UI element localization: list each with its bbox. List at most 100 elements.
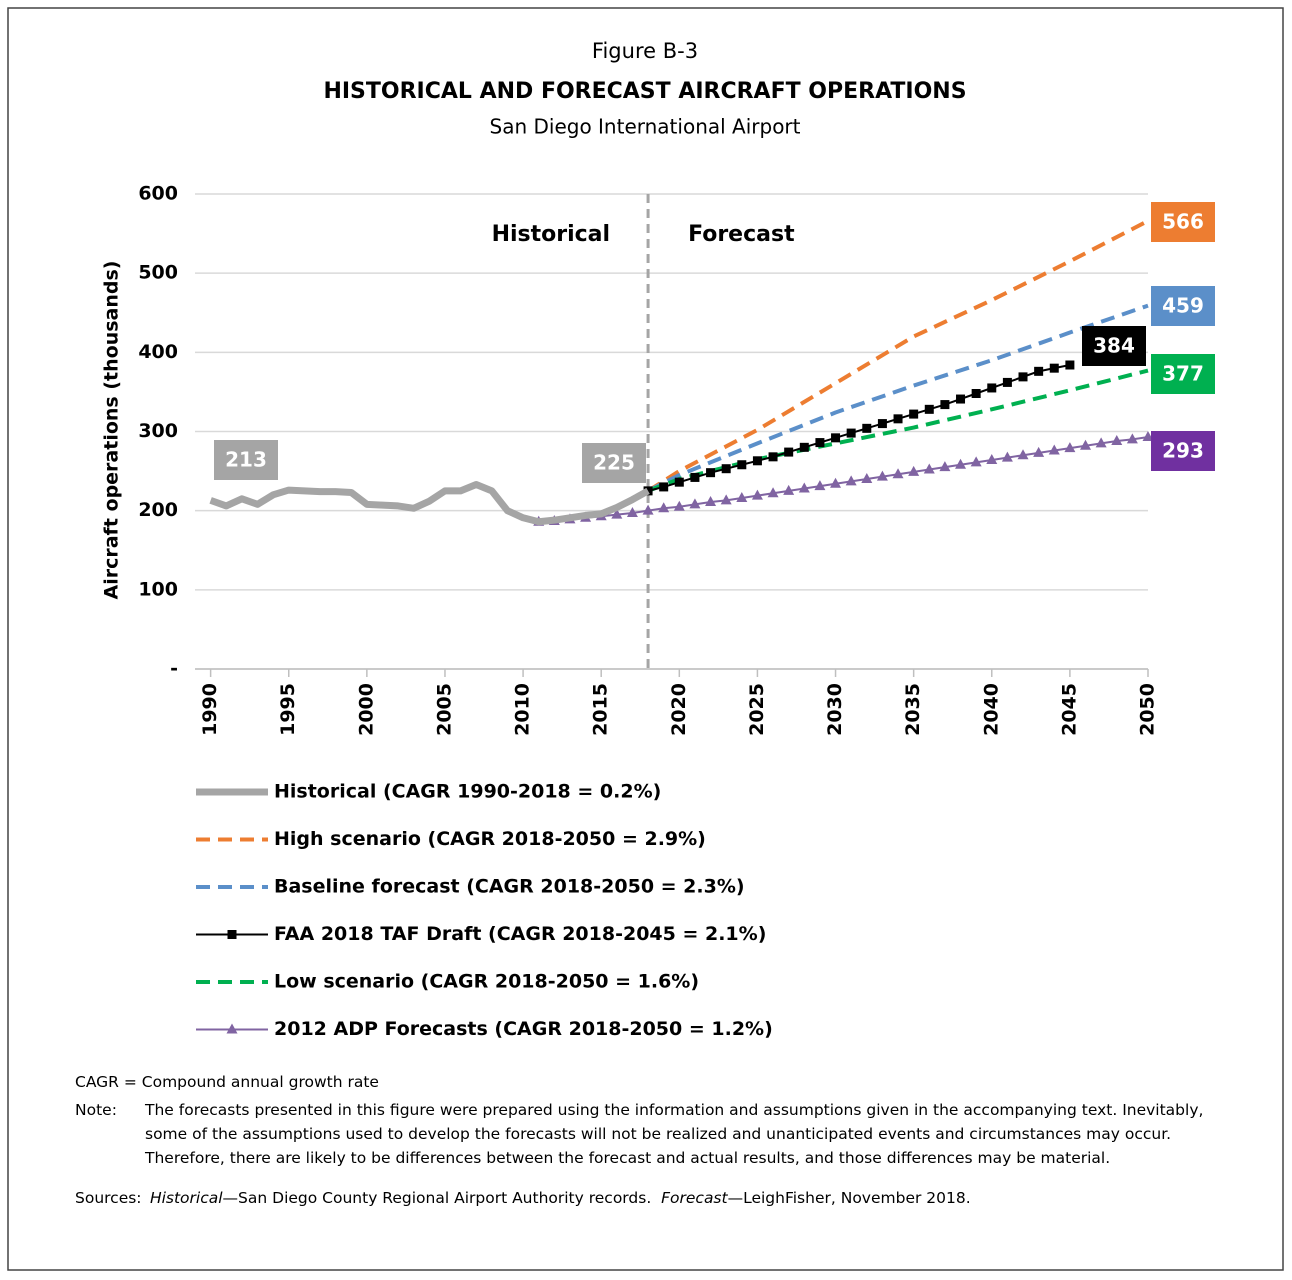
marker [673, 500, 685, 511]
marker [955, 458, 967, 469]
marker [1095, 437, 1107, 448]
marker [1080, 439, 1092, 450]
marker [1064, 442, 1076, 453]
legend-label: 2012 ADP Forecasts (CAGR 2018-2050 = 1.2… [274, 1018, 773, 1040]
note-text: The forecasts presented in this figure w… [145, 1101, 1204, 1167]
marker [970, 456, 982, 467]
legend-label: Baseline forecast (CAGR 2018-2050 = 2.3%… [274, 876, 745, 898]
note-label: Note: [75, 1101, 117, 1119]
x-tick-label: 2040 [980, 683, 1002, 736]
marker [1048, 444, 1060, 455]
marker [814, 480, 826, 491]
marker [846, 428, 856, 438]
marker [720, 494, 732, 505]
marker [674, 477, 684, 487]
legend-label: Low scenario (CAGR 2018-2050 = 1.6%) [274, 971, 699, 993]
marker [923, 463, 935, 474]
x-tick-label: 2050 [1137, 683, 1159, 736]
marker [1033, 446, 1045, 457]
marker [924, 404, 934, 414]
y-tick-label: 200 [138, 499, 178, 521]
callout-box [582, 443, 646, 483]
marker [767, 487, 779, 498]
marker [642, 504, 654, 515]
marker [690, 472, 700, 482]
x-tick-label: 2025 [746, 683, 768, 736]
marker [1034, 366, 1044, 376]
sources: Sources: Historical—San Diego County Reg… [75, 1186, 1205, 1210]
footnote: CAGR = Compound annual growth rate [75, 1073, 379, 1091]
marker [845, 475, 857, 486]
callout-label: 293 [1162, 439, 1204, 463]
marker [626, 507, 638, 518]
callout-label: 566 [1162, 210, 1204, 234]
marker [658, 502, 670, 513]
series-line [646, 219, 1149, 493]
source-part: Forecast [661, 1189, 728, 1207]
callout-label: 377 [1162, 362, 1204, 386]
x-tick-label: 2000 [355, 683, 377, 736]
x-tick-label: 1990 [199, 683, 221, 736]
marker [861, 473, 873, 483]
marker [1111, 435, 1123, 445]
marker [721, 464, 731, 474]
callout-box [1151, 431, 1215, 471]
callout-box [1151, 354, 1215, 394]
marker [1002, 377, 1012, 387]
x-tick-label: 2020 [668, 683, 690, 736]
chart-title: HISTORICAL AND FORECAST AIRCRAFT OPERATI… [323, 79, 966, 104]
notes: CAGR = Compound annual growth rate Note:… [75, 1070, 1205, 1210]
callout-label: 384 [1093, 334, 1135, 358]
marker [705, 495, 717, 506]
x-tick-label: 2015 [590, 683, 612, 736]
callout-box [1151, 286, 1215, 326]
series-line [538, 436, 1149, 523]
marker [971, 389, 981, 398]
marker [1065, 360, 1075, 370]
marker [939, 461, 951, 472]
x-tick-label: 2035 [902, 683, 924, 736]
marker [862, 423, 872, 433]
marker [784, 447, 794, 457]
marker [1001, 451, 1013, 462]
note: Note: The forecasts presented in this fi… [75, 1098, 1205, 1170]
region-label: Historical [492, 222, 611, 247]
marker [226, 1023, 238, 1034]
y-tick-label: 100 [138, 578, 178, 600]
marker [987, 383, 997, 393]
source-part: Historical [149, 1189, 223, 1207]
series-line [647, 303, 1149, 493]
sources-label: Sources: [75, 1189, 142, 1207]
y-tick-label: 500 [138, 262, 178, 284]
marker [1017, 449, 1029, 460]
marker [798, 482, 810, 493]
marker [877, 419, 887, 429]
callout-label: 213 [225, 448, 267, 472]
x-tick-label: 2030 [824, 683, 846, 736]
marker [611, 508, 623, 519]
y-tick-label: - [170, 658, 178, 680]
source-part: —LeighFisher, November 2018. [727, 1189, 971, 1207]
region-label: Forecast [688, 222, 795, 247]
x-tick-label: 2005 [433, 683, 455, 736]
marker [737, 460, 747, 470]
x-tick-label: 1995 [277, 683, 299, 736]
callout-box [1151, 202, 1215, 242]
marker [893, 414, 903, 424]
marker [1142, 431, 1154, 442]
marker [956, 394, 966, 404]
marker [736, 492, 748, 502]
marker [751, 489, 763, 500]
x-tick-label: 2045 [1058, 683, 1080, 736]
marker [1126, 433, 1138, 444]
marker [227, 930, 237, 939]
marker [1049, 363, 1059, 373]
figure-label: Figure B-3 [592, 39, 698, 63]
marker [783, 484, 795, 495]
legend-label: FAA 2018 TAF Draft (CAGR 2018-2045 = 2.1… [274, 923, 766, 945]
marker [752, 456, 762, 466]
y-tick-label: 600 [138, 183, 178, 205]
y-tick-label: 300 [138, 420, 178, 442]
